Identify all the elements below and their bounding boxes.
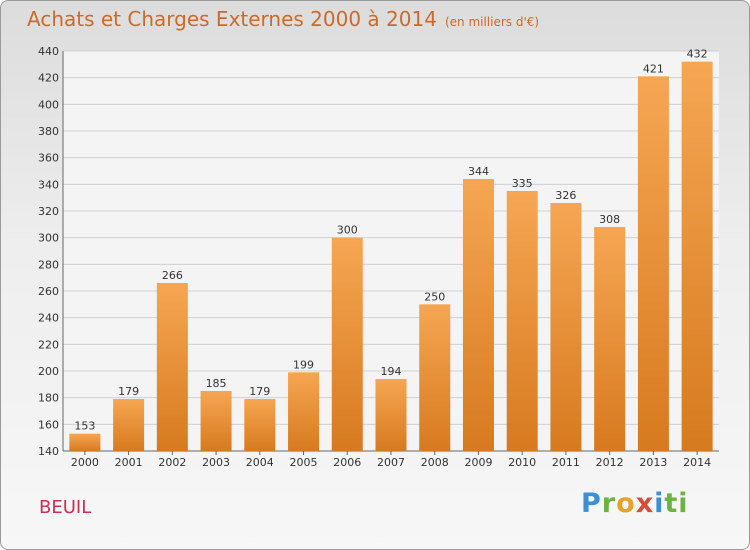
x-tick-label: 2008 (421, 456, 449, 469)
y-tick-label: 160 (38, 418, 59, 431)
y-tick-label: 400 (38, 98, 59, 111)
bar-value-label: 432 (687, 48, 708, 61)
bar (550, 203, 582, 451)
y-tick-label: 140 (38, 445, 59, 458)
x-tick-label: 2001 (115, 456, 143, 469)
chart-title-unit: (en milliers d'€) (444, 15, 540, 29)
logo-letter: r (601, 488, 617, 519)
bar (69, 433, 101, 451)
proxiti-logo: Proxiti (581, 488, 689, 519)
bar (594, 227, 626, 451)
commune-name: BEUIL (39, 497, 92, 518)
bar-value-label: 185 (206, 377, 227, 390)
bar (156, 283, 188, 451)
x-tick-label: 2005 (290, 456, 318, 469)
y-tick-label: 240 (38, 312, 59, 325)
chart-title-main: Achats et Charges Externes 2000 à 2014 (27, 7, 437, 31)
logo-letter: i (654, 488, 665, 519)
bar (331, 237, 363, 451)
x-tick-label: 2002 (158, 456, 186, 469)
y-tick-label: 180 (38, 392, 59, 405)
bar-value-label: 335 (512, 177, 533, 190)
bar (681, 61, 713, 452)
logo-letter: x (635, 488, 655, 519)
y-tick-label: 220 (38, 338, 59, 351)
logo-letter: P (581, 488, 602, 519)
bar-value-label: 250 (424, 290, 445, 303)
x-tick-label: 2014 (683, 456, 711, 469)
x-tick-label: 2006 (333, 456, 361, 469)
bar-value-label: 344 (468, 165, 489, 178)
x-tick-label: 2000 (71, 456, 99, 469)
bar (375, 379, 407, 451)
y-tick-label: 300 (38, 232, 59, 245)
y-tick-label: 200 (38, 365, 59, 378)
x-tick-label: 2013 (639, 456, 667, 469)
bar (462, 179, 494, 451)
chart-title: Achats et Charges Externes 2000 à 2014 (e… (27, 7, 539, 31)
bar (113, 399, 145, 451)
bar (244, 399, 276, 451)
y-tick-label: 420 (38, 72, 59, 85)
bar-value-label: 421 (643, 62, 664, 75)
x-tick-label: 2004 (246, 456, 274, 469)
y-tick-label: 340 (38, 178, 59, 191)
y-tick-label: 320 (38, 205, 59, 218)
y-tick-label: 380 (38, 125, 59, 138)
bar (506, 191, 538, 451)
y-tick-label: 440 (38, 45, 59, 58)
y-tick-label: 280 (38, 258, 59, 271)
x-tick-label: 2007 (377, 456, 405, 469)
bar-value-label: 153 (74, 420, 95, 433)
y-tick-label: 360 (38, 152, 59, 165)
bar (419, 304, 451, 451)
bar (288, 372, 320, 451)
bar-value-label: 179 (118, 385, 139, 398)
bar-value-label: 300 (337, 224, 358, 237)
bar (637, 76, 669, 451)
logo-letter: ti (664, 488, 689, 519)
bar-value-label: 266 (162, 269, 183, 282)
x-tick-label: 2011 (552, 456, 580, 469)
x-tick-label: 2009 (464, 456, 492, 469)
bar-value-label: 199 (293, 358, 314, 371)
logo-letter: o (616, 488, 636, 519)
bar-value-label: 308 (599, 213, 620, 226)
y-tick-label: 260 (38, 285, 59, 298)
x-tick-label: 2010 (508, 456, 536, 469)
x-tick-label: 2012 (596, 456, 624, 469)
bar-value-label: 326 (555, 189, 576, 202)
bar-value-label: 179 (249, 385, 270, 398)
bar (200, 391, 232, 451)
bar-value-label: 194 (381, 365, 402, 378)
x-tick-label: 2003 (202, 456, 230, 469)
